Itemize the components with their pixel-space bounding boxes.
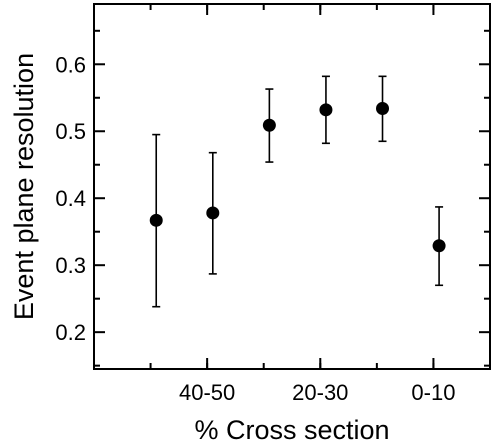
y-tick-label: 0.4 [55,186,86,211]
y-axis-title: Event plane resolution [9,53,39,320]
marker [262,118,276,132]
data-point [376,75,390,143]
x-tick-label: 40-50 [179,380,235,405]
y-tick-label: 0.6 [55,52,86,77]
y-tick-label: 0.5 [55,119,86,144]
plot-frame [93,3,491,370]
data-series [149,75,446,308]
y-tick-label: 0.2 [55,320,86,345]
marker [206,206,220,220]
x-tick-label: 0-10 [411,380,455,405]
marker [376,101,390,115]
x-axis-ticks: 40-50 20-30 0-10 [149,4,455,405]
marker [149,213,163,227]
marker [432,239,446,253]
data-point [206,151,220,275]
data-point [432,206,446,287]
y-tick-label: 0.3 [55,253,86,278]
data-point [319,75,333,145]
x-axis-title: % Cross section [194,415,389,445]
marker [319,103,333,117]
data-point [262,88,276,163]
x-tick-label: 20-30 [292,380,348,405]
y-axis-ticks: 0.2 0.3 0.4 0.5 0.6 [55,29,490,367]
data-point [149,133,163,308]
